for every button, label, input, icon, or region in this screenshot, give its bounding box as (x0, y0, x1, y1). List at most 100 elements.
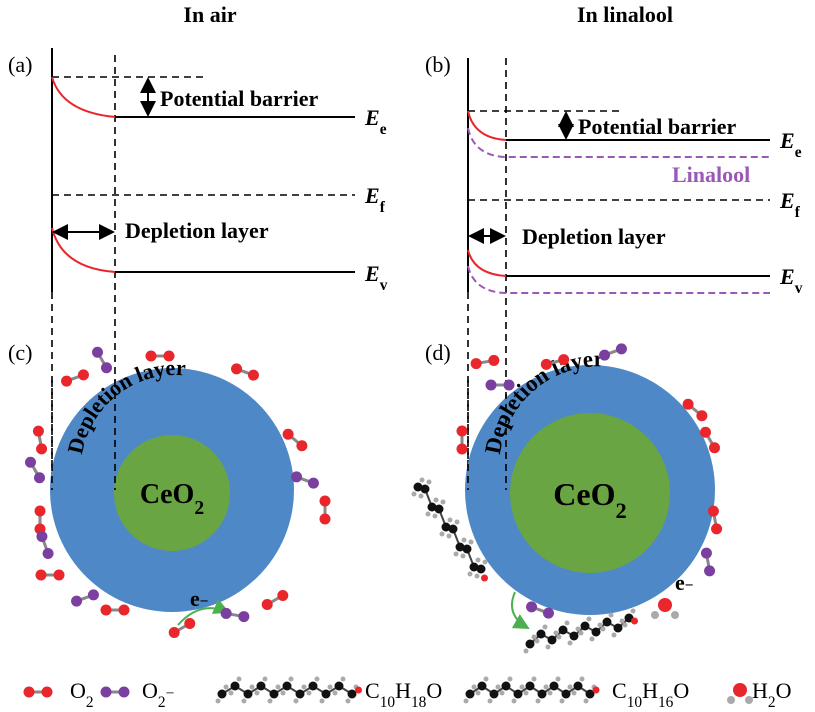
level-label: Ev (364, 261, 388, 294)
atom (283, 682, 292, 691)
text-part: E (364, 105, 380, 130)
text-part: E (779, 188, 795, 213)
atom (514, 690, 523, 699)
atom (257, 682, 266, 691)
atom (119, 605, 130, 616)
atom (308, 478, 319, 489)
text-part: − (166, 685, 175, 702)
atom (35, 506, 46, 517)
atom (579, 631, 584, 636)
atom (291, 471, 302, 482)
legend-label: O2− (142, 678, 174, 711)
text-part: v (380, 277, 388, 294)
electron-label: e− (675, 570, 694, 595)
atom (546, 645, 551, 650)
atom (231, 363, 242, 374)
atom (270, 690, 279, 699)
atom (468, 572, 473, 577)
atom (457, 426, 468, 437)
adsorbate-label: Linalool (672, 162, 750, 187)
atom (289, 677, 294, 682)
atom (36, 531, 47, 542)
panel-label: (d) (425, 340, 451, 365)
text-part: C (365, 678, 380, 703)
text-part: O (776, 678, 792, 703)
atom (464, 699, 469, 704)
atom (277, 590, 288, 601)
atom (440, 532, 445, 537)
atom (412, 492, 417, 497)
atom (599, 350, 610, 361)
atom (447, 534, 452, 539)
atom (535, 639, 540, 644)
atom (543, 625, 548, 630)
atom (43, 548, 54, 559)
atom (476, 558, 481, 563)
atom (572, 691, 577, 696)
atom (620, 619, 625, 624)
text-part: O (673, 678, 689, 703)
legend-label: H2O (752, 678, 791, 711)
atom (538, 690, 547, 699)
text-part: 2 (158, 694, 166, 711)
level-label: Ev (779, 264, 803, 297)
barrier-label: Potential barrier (578, 114, 736, 139)
atom (733, 683, 747, 697)
atom (427, 480, 432, 485)
text-part: CeO (140, 479, 194, 510)
panel-label: (b) (425, 52, 451, 77)
atom (34, 472, 45, 483)
atom (475, 574, 480, 579)
atom (603, 618, 612, 627)
text-part: 2 (194, 498, 204, 519)
atom (526, 640, 535, 649)
atom (169, 627, 180, 638)
atom (237, 677, 242, 682)
text-part: CeO (553, 476, 615, 512)
atom (322, 690, 331, 699)
atom (71, 596, 82, 607)
atom (434, 498, 439, 503)
atom (276, 685, 281, 690)
atom (101, 362, 112, 373)
atom (709, 442, 720, 453)
atom (486, 380, 497, 391)
atom (536, 699, 541, 704)
atom (315, 677, 320, 682)
atom (419, 494, 424, 499)
atom (328, 685, 333, 690)
atom (231, 682, 240, 691)
atom (248, 370, 259, 381)
atom (556, 677, 561, 682)
atom (221, 608, 232, 619)
atom (477, 565, 486, 574)
atom (25, 457, 36, 468)
atom (541, 359, 552, 370)
atom (455, 520, 460, 525)
atom (333, 691, 338, 696)
atom (631, 609, 636, 614)
text-part: v (795, 280, 803, 297)
atom (490, 690, 499, 699)
text-part: 18 (411, 694, 427, 711)
level-label: Ef (779, 188, 801, 221)
title: In linalool (577, 2, 673, 27)
atom (592, 628, 601, 637)
text-part: E (779, 264, 795, 289)
atom (54, 570, 65, 581)
atom (570, 632, 579, 641)
atom (101, 605, 112, 616)
text-part: H (395, 678, 411, 703)
text-part: e (795, 144, 802, 161)
atom (463, 545, 472, 554)
atom (496, 685, 501, 690)
atom (441, 500, 446, 505)
atom (146, 351, 157, 362)
atom (244, 690, 253, 699)
legend-label: C10H18O (365, 678, 442, 711)
atom (478, 682, 487, 691)
text-part: C (612, 678, 627, 703)
atom (560, 699, 565, 704)
atom (524, 691, 529, 696)
atom (119, 687, 130, 698)
